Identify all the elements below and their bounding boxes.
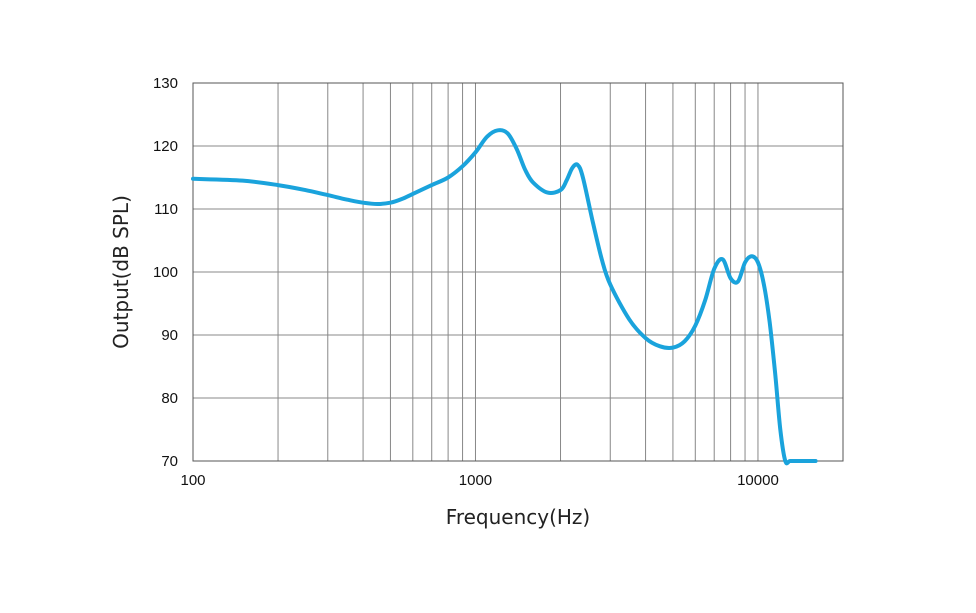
x-tick-labels: 100 1000 10000 (180, 472, 778, 489)
x-axis-label: Frequency(Hz) (446, 505, 590, 529)
y-tick-label: 90 (161, 327, 178, 344)
y-tick-label: 80 (161, 390, 178, 407)
y-tick-label: 70 (161, 453, 178, 470)
x-tick-label: 1000 (459, 472, 492, 489)
y-tick-label: 130 (153, 75, 178, 92)
x-tick-label: 100 (180, 472, 205, 489)
y-tick-label: 120 (153, 138, 178, 155)
frequency-response-line (191, 128, 818, 466)
plot-frame (192, 82, 844, 462)
grid (192, 82, 844, 462)
y-tick-label: 100 (153, 264, 178, 281)
y-tick-label: 110 (154, 201, 178, 218)
y-axis-label: Output(dB SPL) (109, 195, 133, 349)
x-tick-label: 10000 (737, 472, 779, 489)
y-tick-labels: 70 80 90 100 110 120 130 (153, 75, 178, 470)
